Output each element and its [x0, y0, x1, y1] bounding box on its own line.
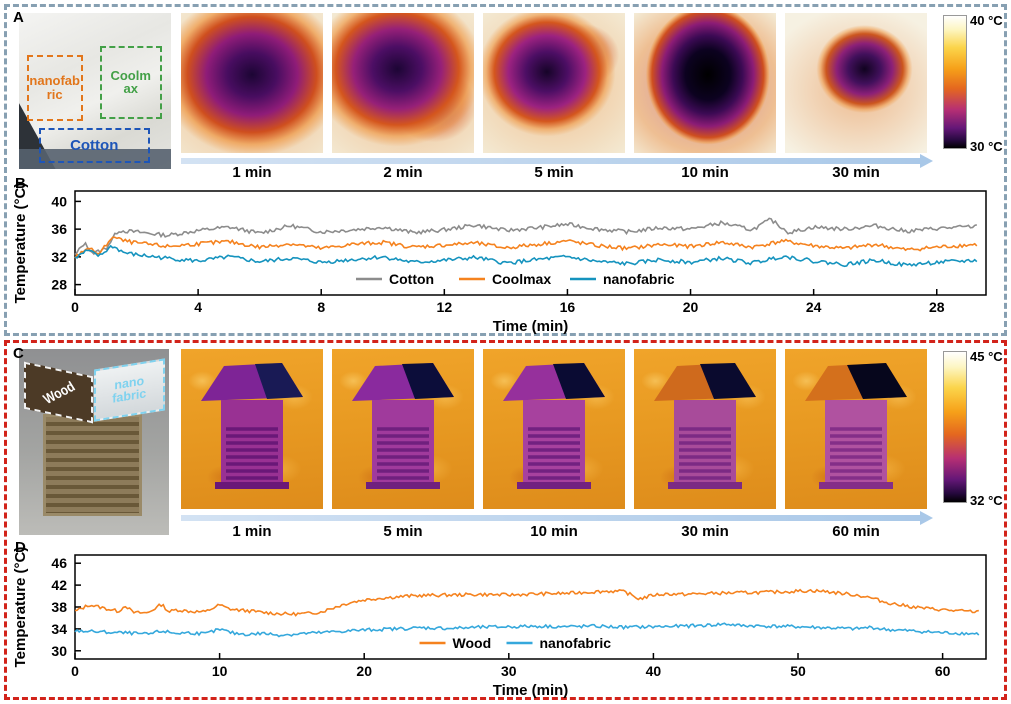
svg-text:24: 24: [806, 299, 822, 315]
thermal-image-2min: [332, 13, 474, 153]
thermal-image-10min: [483, 349, 625, 509]
svg-text:0: 0: [71, 663, 79, 679]
panel-label-c: C: [13, 345, 24, 362]
time-label: 10 min: [530, 523, 578, 540]
panel-label-b: B: [15, 175, 26, 192]
thermal-sequence-shelter: [181, 349, 927, 509]
time-labels-row: 1 min 5 min 10 min 30 min 60 min: [181, 523, 927, 540]
shirt-photo: nanofabric Coolmax Cotton: [19, 13, 171, 169]
louvered-box: [43, 414, 142, 517]
svg-text:42: 42: [51, 577, 67, 593]
panel-group-shelter: C Wood nano fabric: [4, 340, 1007, 700]
thermal-image-1min: [181, 349, 323, 509]
panel-group-textile: A nanofabric Coolmax Cotton 1 min 2 min …: [4, 4, 1007, 336]
line-chart-textile-temperature: 0 4 8 12 16 20 24 28 28 32 36 40 Time (min) Temperatu…: [12, 183, 987, 335]
svg-text:30: 30: [51, 643, 67, 659]
svg-text:8: 8: [317, 299, 325, 315]
time-label: 2 min: [383, 164, 423, 181]
svg-text:38: 38: [51, 599, 67, 615]
svg-text:nanofabric: nanofabric: [540, 635, 612, 651]
time-label: 10 min: [681, 164, 729, 181]
svg-text:Time (min): Time (min): [493, 318, 569, 335]
cotton-region-box: Cotton: [38, 128, 150, 163]
time-label: 5 min: [383, 523, 423, 540]
thermal-image-60min: [785, 349, 927, 509]
coolmax-region-label: Coolmax: [110, 67, 151, 97]
timeline-arrow: [181, 511, 933, 525]
temperature-colorbar: [943, 15, 967, 149]
svg-text:4: 4: [194, 299, 202, 315]
pants-area: [19, 148, 171, 169]
thermal-image-30min: [634, 349, 776, 509]
thermal-image-10min: [634, 13, 776, 153]
svg-text:Temperature (°C): Temperature (°C): [12, 547, 29, 668]
svg-text:nanofabric: nanofabric: [603, 271, 675, 287]
svg-text:40: 40: [646, 663, 662, 679]
svg-text:50: 50: [790, 663, 806, 679]
temperature-colorbar: [943, 351, 967, 503]
svg-text:Time (min): Time (min): [493, 682, 569, 699]
cotton-region-label: Cotton: [70, 136, 119, 154]
time-label: 30 min: [832, 164, 880, 181]
timeline-arrow: [181, 154, 933, 168]
wood-roof-label: Wood: [39, 378, 77, 408]
time-label: 1 min: [232, 164, 272, 181]
svg-text:12: 12: [437, 299, 453, 315]
nanofabric-roof-region-box: nano fabric: [94, 358, 165, 422]
thermal-sequence-textile: [181, 13, 927, 153]
wood-roof-region-box: Wood: [23, 362, 93, 424]
time-label: 30 min: [681, 523, 729, 540]
line-chart-shelter-temperature: 0 10 20 30 40 50 60 30 34 38 42 46 Time (min) Tempera…: [12, 547, 987, 699]
svg-text:30: 30: [501, 663, 517, 679]
thermal-image-1min: [181, 13, 323, 153]
svg-text:20: 20: [683, 299, 699, 315]
nanofabric-roof-label: nano fabric: [112, 373, 147, 406]
svg-text:Cotton: Cotton: [389, 271, 434, 287]
svg-text:16: 16: [560, 299, 576, 315]
nanofabric-region-box: nanofabric: [26, 55, 83, 121]
time-label: 60 min: [832, 523, 880, 540]
coolmax-region-box: Coolmax: [99, 45, 162, 120]
time-label: 5 min: [534, 164, 574, 181]
panel-label-d: D: [15, 539, 26, 556]
colorbar-max-label: 45 °C: [970, 349, 1003, 364]
svg-text:40: 40: [51, 193, 67, 209]
time-labels-row: 1 min 2 min 5 min 10 min 30 min: [181, 164, 927, 181]
svg-text:46: 46: [51, 555, 67, 571]
time-label: 1 min: [232, 523, 272, 540]
svg-text:36: 36: [51, 221, 67, 237]
svg-text:28: 28: [929, 299, 945, 315]
nanofabric-region-label: nanofabric: [29, 73, 80, 102]
svg-text:60: 60: [935, 663, 951, 679]
svg-text:Coolmax: Coolmax: [492, 271, 551, 287]
svg-text:Wood: Wood: [453, 635, 492, 651]
thermal-image-30min: [785, 13, 927, 153]
svg-text:28: 28: [51, 277, 67, 293]
thermal-image-5min: [483, 13, 625, 153]
colorbar-max-label: 40 °C: [970, 13, 1003, 28]
svg-text:20: 20: [356, 663, 372, 679]
svg-text:10: 10: [212, 663, 228, 679]
colorbar-min-label: 30 °C: [970, 139, 1003, 154]
svg-text:Temperature (°C): Temperature (°C): [12, 183, 29, 304]
svg-text:0: 0: [71, 299, 79, 315]
panel-label-a: A: [13, 9, 24, 26]
svg-text:32: 32: [51, 249, 67, 265]
thermal-image-5min: [332, 349, 474, 509]
shelter-photo: Wood nano fabric: [19, 349, 169, 535]
colorbar-min-label: 32 °C: [970, 493, 1003, 508]
svg-text:34: 34: [51, 621, 67, 637]
